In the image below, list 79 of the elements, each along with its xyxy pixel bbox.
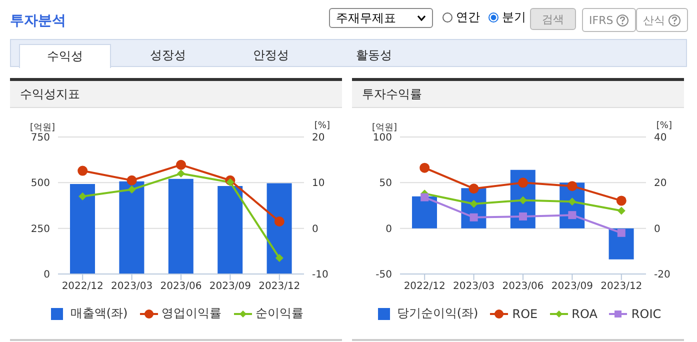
x-tick-label: 2023/09 <box>209 281 251 292</box>
x-tick-label: 2023/06 <box>160 281 202 292</box>
text: 성장성 <box>149 47 187 64</box>
y2-tick-label: 20 <box>654 178 667 190</box>
point <box>617 206 626 215</box>
bar <box>266 183 292 274</box>
point <box>468 184 479 194</box>
text: 활동성 <box>355 47 393 64</box>
point <box>78 166 88 176</box>
y-tick-label: 250 <box>30 224 50 235</box>
x-tick-label: 2023/12 <box>258 281 300 292</box>
x-tick-label: 2022/12 <box>404 281 446 292</box>
point <box>519 212 527 220</box>
x-tick-label: 2023/03 <box>453 281 495 292</box>
y-tick-label: 100 <box>372 132 392 144</box>
x-tick-label: 2023/12 <box>600 281 642 292</box>
bar <box>218 186 243 274</box>
legend-label: 영업이익률 <box>160 305 222 322</box>
legend-label: ROIC <box>630 306 662 322</box>
x-tick-label: 2023/09 <box>551 281 593 292</box>
x-tick-label: 2023/06 <box>502 281 544 292</box>
y-tick-label: -50 <box>376 270 392 281</box>
text: 주재무제표 <box>336 10 396 26</box>
legend-label: 당기순이익(좌) <box>396 305 478 322</box>
y2-tick-label: 0 <box>654 224 660 235</box>
y-tick-label: 0 <box>44 270 50 281</box>
y2-tick-label: -10 <box>312 270 328 281</box>
text: 수익성 <box>19 44 111 68</box>
point <box>568 211 576 220</box>
text: 안정성 <box>252 47 290 64</box>
point <box>176 160 186 170</box>
text: 분기 <box>502 9 526 26</box>
point <box>470 200 478 208</box>
legend-label: 순이익률 <box>254 305 304 322</box>
point <box>568 198 576 206</box>
bar <box>168 178 194 274</box>
text: 검색 <box>530 8 576 30</box>
y2-tick-label: 10 <box>312 178 325 190</box>
y-tick-label: 500 <box>30 178 50 190</box>
text: 투자분석 <box>10 12 66 30</box>
chart-title: 수익성지표 <box>10 81 342 108</box>
bar <box>119 181 144 274</box>
chart-title: 투자수익률 <box>352 81 684 108</box>
point <box>177 170 185 178</box>
point <box>226 178 234 186</box>
x-tick-label: 2023/03 <box>111 281 153 292</box>
y2-axis-title: [%] <box>314 121 330 131</box>
point <box>470 213 478 222</box>
legend-label: 매출액(좌) <box>69 305 128 322</box>
legend-label: ROE <box>511 306 538 322</box>
x-tick-label: 2022/12 <box>62 281 104 292</box>
bar <box>412 196 437 228</box>
y-tick-label: 0 <box>386 224 392 235</box>
point <box>616 196 626 206</box>
point <box>275 254 284 262</box>
point <box>420 162 430 173</box>
text: 산식 <box>636 8 688 32</box>
point <box>126 175 137 186</box>
point <box>78 192 87 200</box>
point <box>420 193 429 202</box>
y2-axis-title: [%] <box>656 121 672 131</box>
y-axis-title: [억원] <box>30 122 56 133</box>
point <box>128 186 136 194</box>
point <box>567 181 578 192</box>
y2-tick-label: 40 <box>654 132 667 144</box>
legend-label: ROA <box>570 306 598 322</box>
y2-tick-label: -20 <box>654 270 670 281</box>
y2-tick-label: 20 <box>312 132 325 144</box>
y2-tick-label: 0 <box>312 224 318 235</box>
point <box>617 228 626 237</box>
y-tick-label: 50 <box>379 178 392 190</box>
point <box>519 196 527 204</box>
y-axis-title: [억원] <box>372 122 398 133</box>
point <box>518 178 528 188</box>
point <box>274 216 284 226</box>
text: IFRS <box>582 8 636 32</box>
text: 연간 <box>456 9 480 26</box>
y-tick-label: 750 <box>30 132 50 144</box>
bar <box>70 184 95 274</box>
